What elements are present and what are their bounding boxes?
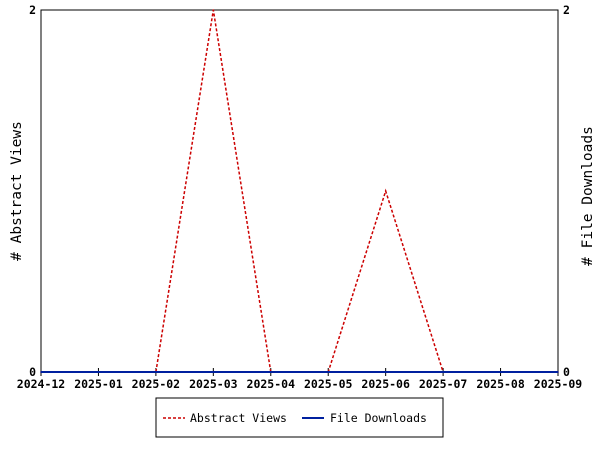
legend: Abstract Views File Downloads: [155, 397, 444, 438]
data-point-file-downloads-2025-03: [212, 371, 215, 373]
data-point-abstract-views-2025-06: [384, 190, 387, 192]
data-point-file-downloads-2025-08: [499, 371, 502, 373]
data-point-abstract-views-2025-03: [212, 9, 215, 11]
y-right-tick-min: 0: [563, 365, 570, 379]
data-point-file-downloads-2025-05: [327, 371, 330, 373]
y-left-tick-min: 0: [29, 365, 36, 379]
x-tick-label-2024-12: 2024-12: [17, 377, 65, 391]
x-tick-label-2025-01: 2025-01: [74, 377, 123, 391]
legend-label-abstract-views: Abstract Views: [190, 411, 287, 425]
x-tick-label-2025-04: 2025-04: [247, 377, 296, 391]
data-point-file-downloads-2025-07: [442, 371, 444, 373]
x-tick-label-2025-05: 2025-05: [304, 377, 353, 391]
y-axis-right-title: # File Downloads: [580, 126, 596, 266]
legend-box: [155, 397, 444, 438]
y-axis-left-title: # Abstract Views: [9, 121, 25, 261]
data-point-file-downloads-2025-02: [155, 371, 157, 373]
data-point-file-downloads-2025-01: [97, 371, 100, 373]
series-layer: [40, 9, 559, 373]
data-point-file-downloads-2025-09: [557, 371, 559, 373]
x-tick-label-2025-02: 2025-02: [132, 377, 180, 391]
legend-label-file-downloads: File Downloads: [330, 411, 427, 425]
x-tick-label-2025-06: 2025-06: [361, 377, 410, 391]
x-tick-label-2025-07: 2025-07: [419, 377, 468, 391]
x-axis-labels: 2024-12 2025-01 2025-02 2025-03 2025-04 2025-…: [17, 377, 583, 391]
plot-area: [40, 9, 559, 373]
x-tick-label-2025-09: 2025-09: [534, 377, 583, 391]
data-point-file-downloads-2024-12: [40, 371, 42, 373]
y-left-tick-max: 2: [29, 3, 36, 17]
x-tick-label-2025-03: 2025-03: [189, 377, 238, 391]
data-point-file-downloads-2025-04: [269, 371, 272, 373]
x-tick-label-2025-08: 2025-08: [476, 377, 525, 391]
y-right-tick-max: 2: [563, 3, 570, 17]
data-point-file-downloads-2025-06: [384, 371, 387, 373]
